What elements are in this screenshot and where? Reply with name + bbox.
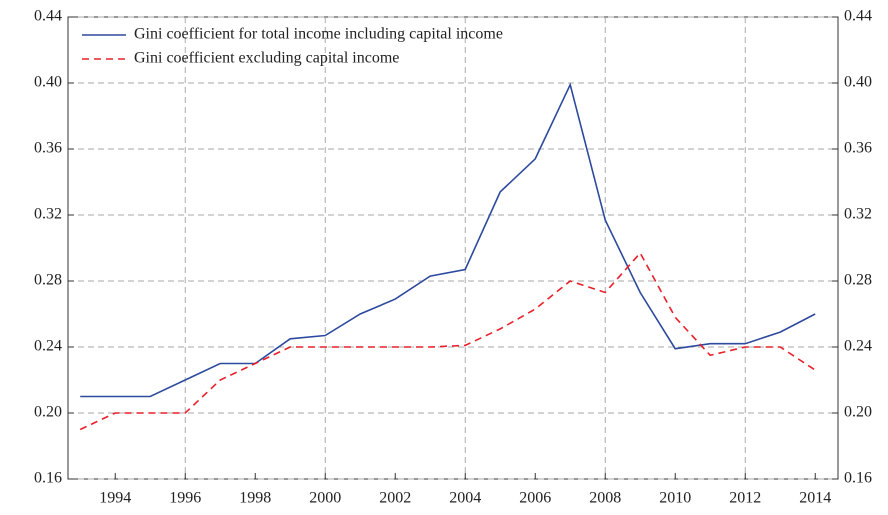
y2-tick-label: 0.44 <box>844 8 872 25</box>
x-tick-label: 2004 <box>449 490 481 507</box>
y2-tick-label: 0.24 <box>844 338 872 355</box>
legend-label: Gini coefficient excluding capital incom… <box>134 50 399 67</box>
y2-tick-label: 0.32 <box>844 206 872 223</box>
y2-tick-label: 0.16 <box>844 470 872 487</box>
y-tick-label: 0.16 <box>34 470 62 487</box>
y-tick-label: 0.28 <box>34 272 62 289</box>
y-tick-label: 0.44 <box>34 8 62 25</box>
y-tick-label: 0.24 <box>34 338 62 355</box>
x-tick-label: 2000 <box>309 490 341 507</box>
y-tick-label: 0.40 <box>34 74 62 91</box>
plot-frame <box>67 16 839 480</box>
y2-tick-label: 0.20 <box>844 404 872 421</box>
x-tick-label: 1994 <box>99 490 131 507</box>
y2-tick-label: 0.28 <box>844 272 872 289</box>
series-line <box>80 82 816 398</box>
x-tick-label: 1996 <box>169 490 201 507</box>
y2-tick-label: 0.40 <box>844 74 872 91</box>
x-tick-label: 2006 <box>519 490 551 507</box>
x-tick-label: 1998 <box>239 490 271 507</box>
x-tick-label: 2002 <box>379 490 411 507</box>
y-tick-label: 0.36 <box>34 140 62 157</box>
x-tick-label: 2014 <box>799 490 831 507</box>
legend-label: Gini coefficient for total income includ… <box>134 26 503 43</box>
x-tick-label: 2012 <box>729 490 761 507</box>
x-tick-label: 2008 <box>589 490 621 507</box>
y-tick-label: 0.20 <box>34 404 62 421</box>
series-line <box>79 251 816 431</box>
y-tick-label: 0.32 <box>34 206 62 223</box>
y2-tick-label: 0.36 <box>844 140 872 157</box>
x-tick-label: 2010 <box>659 490 691 507</box>
